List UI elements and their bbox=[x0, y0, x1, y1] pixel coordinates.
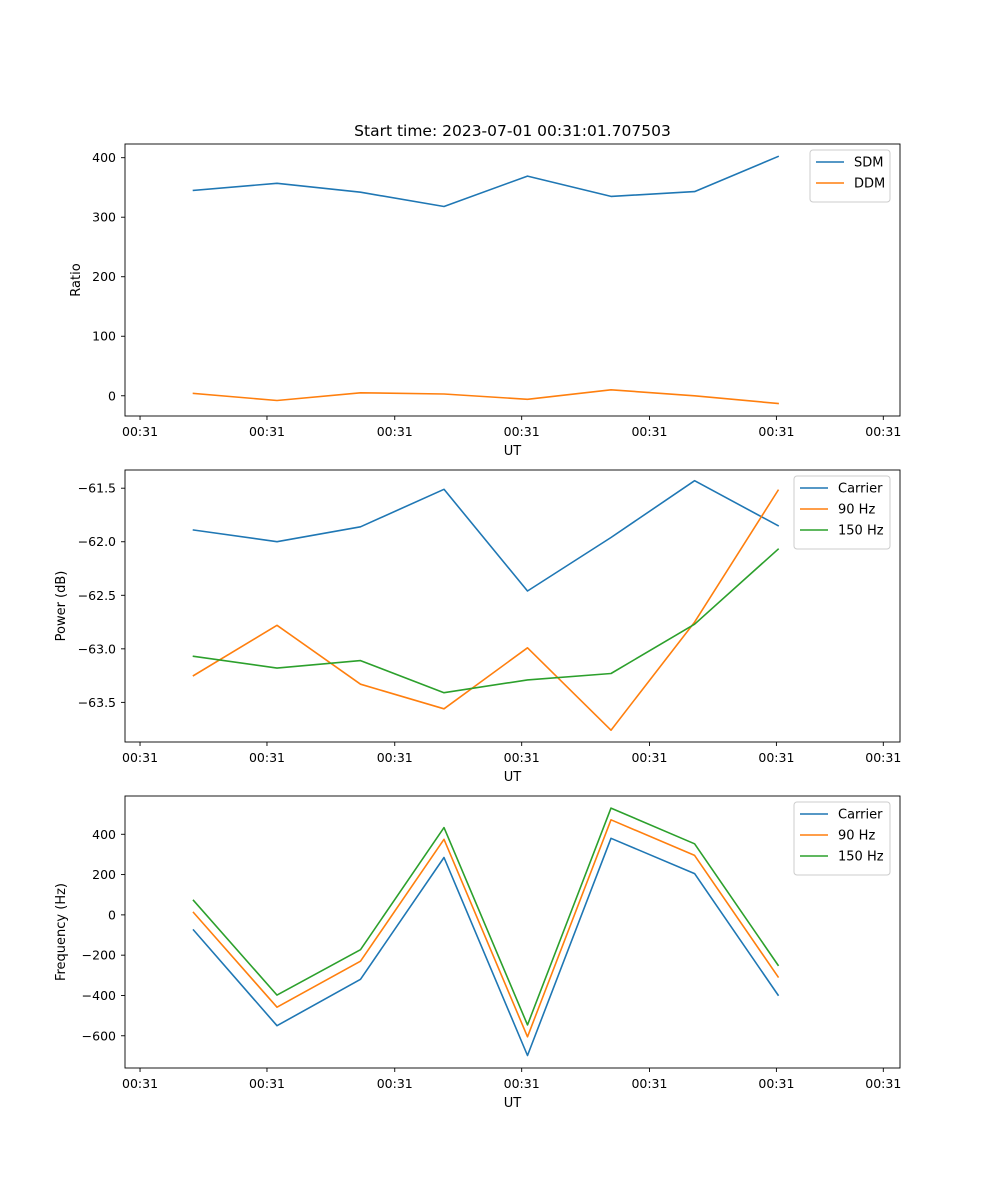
x-tick-label: 00:31 bbox=[377, 750, 413, 765]
legend-label: Carrier bbox=[838, 482, 883, 497]
y-tick-label: −62.0 bbox=[78, 534, 116, 549]
plot-frame bbox=[124, 143, 901, 417]
x-tick-label: 00:31 bbox=[122, 750, 158, 765]
x-tick-label: 00:31 bbox=[249, 750, 285, 765]
x-tick-label: 00:31 bbox=[758, 1076, 794, 1091]
x-tick-label: 00:31 bbox=[758, 424, 794, 439]
legend-label: 90 Hz bbox=[838, 829, 875, 844]
x-tick-label: 00:31 bbox=[865, 1076, 901, 1091]
y-tick-label: 200 bbox=[92, 867, 116, 882]
series-line-90-hz bbox=[192, 818, 780, 1038]
series-line-150-hz bbox=[192, 548, 780, 694]
y-tick-label: −61.5 bbox=[78, 481, 116, 496]
y-tick-label: 200 bbox=[92, 269, 116, 284]
y-tick-label: −400 bbox=[82, 988, 116, 1003]
y-axis-label: Power (dB) bbox=[54, 571, 69, 642]
y-axis-label: Ratio bbox=[69, 263, 84, 296]
series-line-carrier bbox=[192, 479, 780, 592]
x-axis-label: UT bbox=[504, 1096, 522, 1111]
series-line-carrier bbox=[192, 837, 780, 1057]
x-tick-label: 00:31 bbox=[249, 1076, 285, 1091]
panels: 00:31 00:31 00:31 00:31 00:31 00:31 00:31 0 100 2… bbox=[54, 143, 901, 1111]
x-tick-label: 00:31 bbox=[249, 424, 285, 439]
x-axis-label: UT bbox=[504, 444, 522, 459]
legend-label: 90 Hz bbox=[838, 503, 875, 518]
x-tick-label: 00:31 bbox=[865, 424, 901, 439]
plot-frame bbox=[124, 469, 901, 743]
chart-panel-2: 00:31 00:31 00:31 00:31 00:31 00:31 00:31 −63.5… bbox=[54, 469, 901, 785]
y-tick-label: 0 bbox=[108, 907, 116, 922]
series-line-ddm bbox=[192, 388, 779, 405]
x-tick-label: 00:31 bbox=[631, 424, 667, 439]
x-tick-label: 00:31 bbox=[504, 750, 540, 765]
y-tick-label: 300 bbox=[92, 210, 116, 225]
y-tick-label: −600 bbox=[82, 1028, 116, 1043]
y-tick-label: −63.0 bbox=[78, 641, 116, 656]
x-axis-label: UT bbox=[504, 770, 522, 785]
x-tick-label: 00:31 bbox=[122, 1076, 158, 1091]
x-tick-label: 00:31 bbox=[631, 750, 667, 765]
y-tick-label: 100 bbox=[92, 329, 116, 344]
chart-panel-1: 00:31 00:31 00:31 00:31 00:31 00:31 00:31 0 100 2… bbox=[69, 143, 901, 459]
x-tick-label: 00:31 bbox=[377, 1076, 413, 1091]
y-tick-label: 400 bbox=[92, 150, 116, 165]
y-tick-label: 400 bbox=[92, 827, 116, 842]
x-tick-label: 00:31 bbox=[504, 424, 540, 439]
series-line-90-hz bbox=[192, 489, 780, 732]
plot-frame bbox=[124, 795, 901, 1069]
y-tick-label: −62.5 bbox=[78, 588, 116, 603]
x-tick-label: 00:31 bbox=[377, 424, 413, 439]
legend: Carrier 90 Hz 150 Hz bbox=[793, 801, 891, 876]
legend-box bbox=[809, 149, 891, 203]
series-line-150-hz bbox=[192, 807, 780, 1026]
chart-panel-3: 00:31 00:31 00:31 00:31 00:31 00:31 00:31 −600 −… bbox=[54, 795, 901, 1111]
legend-label: 150 Hz bbox=[838, 524, 884, 539]
y-axis-label: Frequency (Hz) bbox=[54, 883, 69, 981]
y-tick-label: 0 bbox=[108, 388, 116, 403]
series-line-sdm bbox=[192, 155, 780, 208]
legend-label: DDM bbox=[854, 177, 885, 192]
legend: SDM DDM bbox=[809, 149, 891, 203]
y-tick-label: −200 bbox=[82, 948, 116, 963]
figure-title: Start time: 2023-07-01 00:31:01.707503 bbox=[354, 122, 671, 140]
legend: Carrier 90 Hz 150 Hz bbox=[793, 475, 891, 550]
x-tick-label: 00:31 bbox=[122, 424, 158, 439]
legend-label: SDM bbox=[854, 156, 883, 171]
x-tick-label: 00:31 bbox=[758, 750, 794, 765]
y-tick-label: −63.5 bbox=[78, 695, 116, 710]
legend-label: 150 Hz bbox=[838, 850, 884, 865]
x-tick-label: 00:31 bbox=[865, 750, 901, 765]
x-tick-label: 00:31 bbox=[504, 1076, 540, 1091]
legend-label: Carrier bbox=[838, 808, 883, 823]
x-tick-label: 00:31 bbox=[631, 1076, 667, 1091]
